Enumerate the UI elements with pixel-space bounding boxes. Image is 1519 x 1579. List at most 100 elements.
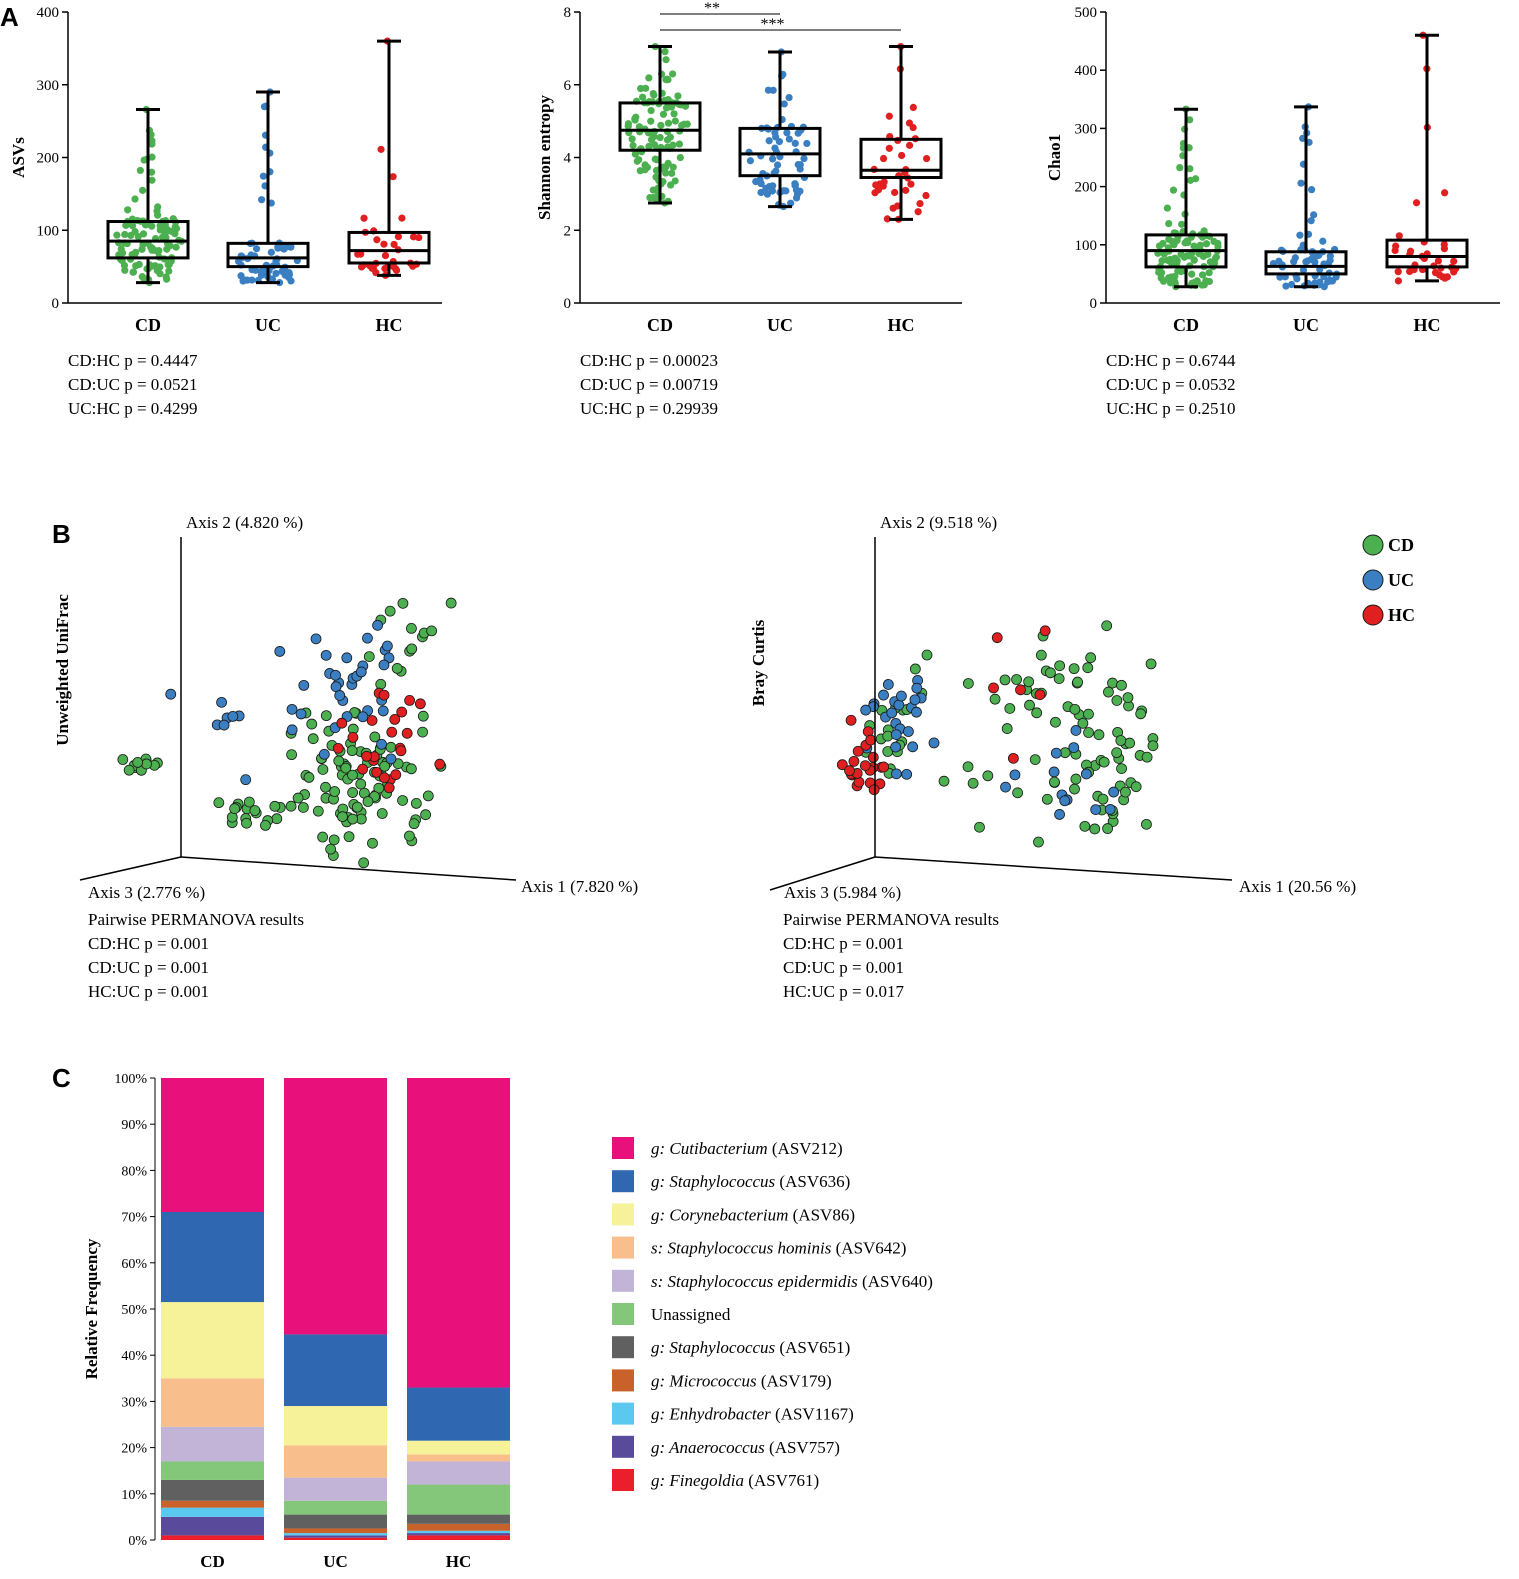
data-point-cd — [320, 781, 331, 793]
legend-label: Unassigned — [651, 1305, 731, 1324]
data-point-hc — [1039, 625, 1051, 637]
data-point-hc — [1394, 277, 1403, 285]
legend-swatch — [612, 1402, 634, 1425]
significance-label: ** — [704, 0, 720, 17]
legend-marker-uc — [1362, 569, 1384, 591]
data-point-cd — [269, 800, 281, 812]
data-point-uc — [890, 729, 902, 741]
data-point-uc — [762, 184, 770, 192]
data-point-hc — [1450, 257, 1458, 265]
data-point-cd — [410, 798, 422, 809]
axis-3-line — [79, 856, 182, 881]
bar-segment-uc — [284, 1406, 387, 1446]
data-point-cd — [420, 809, 432, 821]
data-point-uc — [258, 196, 266, 204]
data-point-cd — [329, 786, 341, 797]
bar-segment-hc — [407, 1454, 510, 1462]
data-point-uc — [1108, 786, 1120, 798]
y-tick-label: 40% — [121, 1349, 147, 1364]
y-tick-label: 100% — [114, 1072, 147, 1087]
data-point-hc — [876, 180, 884, 188]
data-point-hc — [434, 758, 446, 770]
data-point-cd — [1171, 279, 1179, 287]
data-point-cd — [676, 153, 684, 162]
data-point-cd — [148, 153, 156, 161]
data-point-cd — [645, 74, 653, 82]
pcoa-bray-curtis: Axis 2 (9.518 %) Axis 1 (20.56 %) Axis 3 (… — [749, 513, 1356, 1001]
y-axis-label: Shannon entropy — [535, 95, 554, 220]
data-point-hc — [383, 782, 395, 794]
pcoa-unweighted-unifrac: Axis 2 (4.820 %) Axis 1 (7.820 %) Axis 3 (… — [53, 513, 638, 1001]
data-point-cd — [139, 230, 148, 238]
data-point-cd — [1184, 238, 1192, 247]
data-point-cd — [657, 121, 665, 129]
box-uc — [738, 126, 822, 178]
data-point-uc — [227, 710, 239, 722]
taxon-name: Staphylococcus — [669, 1338, 775, 1357]
data-point-cd — [652, 166, 661, 175]
data-point-cd — [358, 857, 370, 869]
data-point-uc — [785, 135, 793, 143]
data-point-cd — [1158, 257, 1166, 265]
data-point-hc — [865, 734, 877, 746]
legend-label: g: Enhydrobacter (ASV1167) — [651, 1405, 854, 1424]
y-tick-label: 100 — [1075, 238, 1098, 254]
axis-3-label: Axis 3 (5.984 %) — [784, 883, 901, 902]
y-tick-label: 80% — [121, 1164, 147, 1179]
y-tick-label: 30% — [121, 1395, 147, 1410]
data-point-uc — [310, 633, 322, 645]
data-point-cd — [1012, 787, 1024, 799]
data-point-uc — [800, 154, 808, 163]
data-point-cd — [668, 169, 676, 177]
taxon-name: g: — [651, 1405, 669, 1424]
data-point-uc — [272, 269, 280, 278]
data-point-cd — [1107, 677, 1118, 689]
x-tick-label: UC — [323, 1552, 348, 1571]
y-tick-label: 200 — [1075, 180, 1098, 196]
data-point-cd — [909, 663, 921, 675]
x-tick-label: UC — [255, 315, 281, 335]
taxon-text: (ASV86) — [788, 1205, 855, 1224]
legend-swatch — [612, 1303, 634, 1325]
data-point-cd — [320, 710, 332, 722]
data-point-cd — [417, 726, 428, 738]
data-point-cd — [649, 89, 657, 98]
data-point-cd — [1004, 703, 1016, 714]
data-point-cd — [962, 761, 974, 773]
taxon-name: g: — [651, 1338, 669, 1357]
data-point-cd — [148, 222, 156, 230]
data-point-cd — [333, 755, 345, 767]
data-point-uc — [769, 155, 777, 163]
y-tick-label: 400 — [1075, 63, 1098, 79]
data-point-cd — [347, 813, 359, 825]
y-tick-label: 400 — [37, 5, 60, 21]
data-point-cd — [1169, 186, 1178, 194]
data-point-uc — [1090, 804, 1102, 816]
data-point-hc — [381, 251, 390, 260]
data-point-cd — [643, 163, 651, 171]
data-point-cd — [982, 770, 994, 782]
data-point-hc — [1412, 199, 1421, 207]
data-point-uc — [285, 268, 293, 277]
y-axis-label: Chao1 — [1045, 134, 1064, 181]
data-point-cd — [1082, 662, 1094, 674]
data-point-uc — [1328, 277, 1337, 285]
x-tick-label: HC — [446, 1552, 472, 1571]
bar-segment-cd — [161, 1461, 264, 1480]
data-point-cd — [369, 731, 381, 743]
data-point-cd — [385, 741, 397, 753]
data-point-cd — [113, 231, 121, 239]
data-point-cd — [1111, 695, 1123, 706]
data-point-hc — [1034, 689, 1046, 701]
data-point-uc — [791, 139, 799, 147]
data-point-uc — [1308, 186, 1316, 194]
data-point-uc — [803, 139, 811, 148]
data-point-cd — [1098, 756, 1110, 768]
data-point-uc — [1314, 251, 1322, 260]
y-tick-label: 100 — [37, 223, 60, 239]
taxon-text: (ASV651) — [775, 1338, 850, 1357]
data-point-uc — [218, 719, 230, 731]
data-point-cd — [1135, 708, 1147, 720]
data-point-hc — [1007, 752, 1019, 764]
